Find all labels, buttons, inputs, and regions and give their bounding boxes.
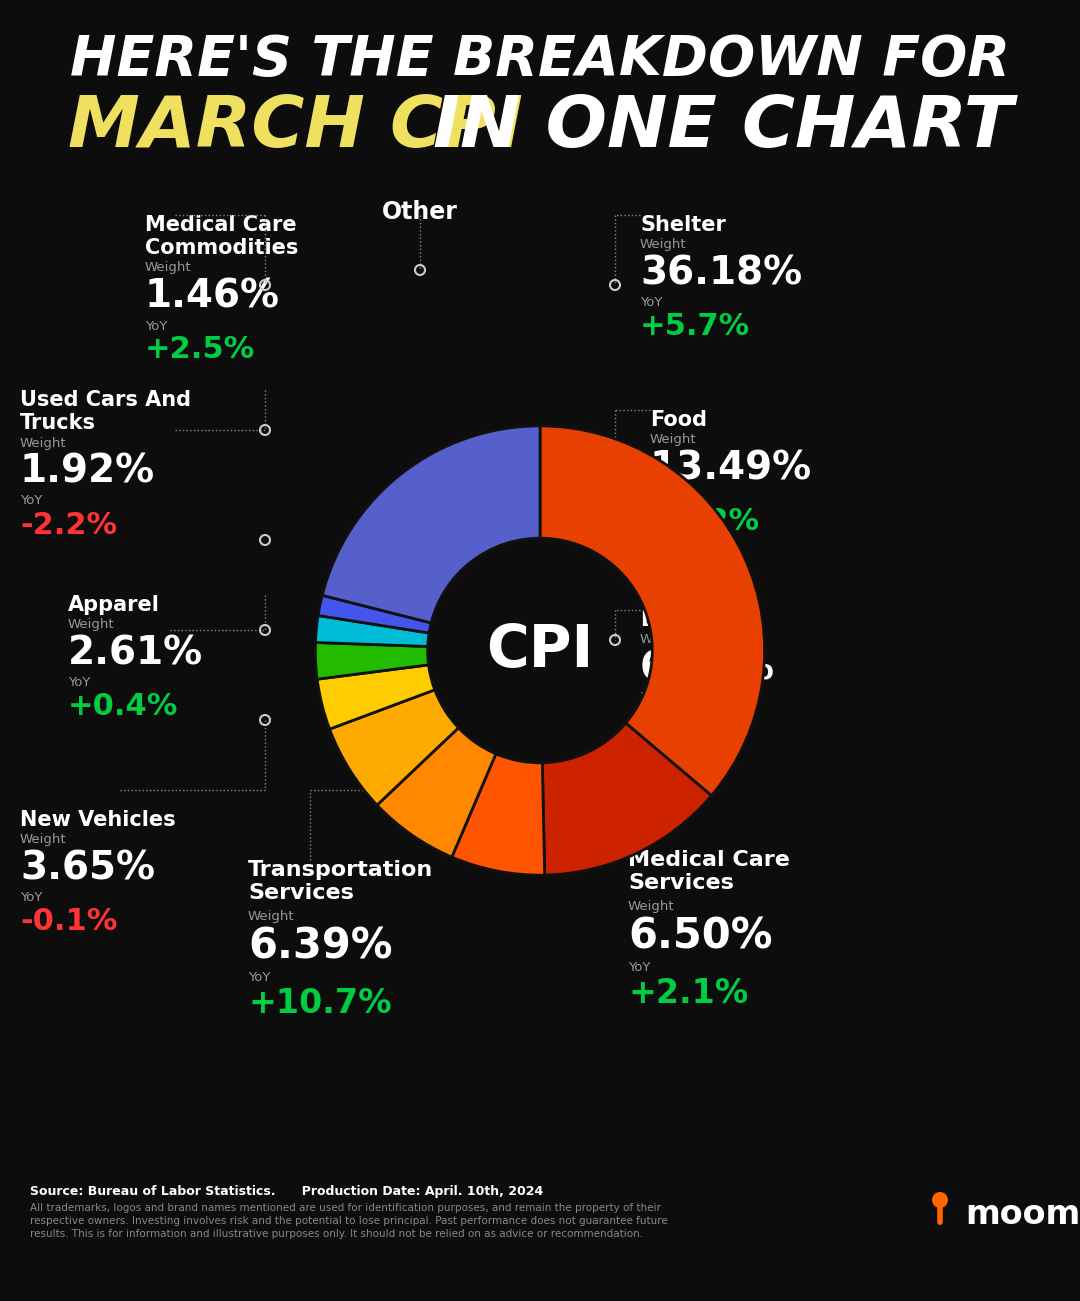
Text: Other: Other [382, 200, 458, 224]
Text: +2.2%: +2.2% [650, 507, 760, 536]
Text: Weight: Weight [21, 833, 67, 846]
Text: New Vehicles: New Vehicles [21, 811, 176, 830]
Text: YoY: YoY [627, 960, 650, 973]
Text: Weight: Weight [640, 634, 687, 647]
Text: 36.18%: 36.18% [640, 254, 802, 293]
Text: Weight: Weight [145, 262, 191, 275]
Text: 6.50%: 6.50% [627, 916, 772, 958]
Text: Weight: Weight [627, 899, 675, 912]
Text: 6.39%: 6.39% [248, 925, 392, 968]
Text: +2.1%: +2.1% [627, 977, 748, 1010]
Wedge shape [542, 723, 712, 876]
Text: Source: Bureau of Labor Statistics.      Production Date: April. 10th, 2024: Source: Bureau of Labor Statistics. Prod… [30, 1185, 543, 1198]
Text: YoY: YoY [21, 891, 42, 904]
Text: 1.46%: 1.46% [145, 277, 280, 316]
Text: Food: Food [650, 410, 707, 431]
Text: +2.1%: +2.1% [640, 708, 751, 736]
Text: 6.75%: 6.75% [640, 649, 775, 687]
Text: Used Cars And
Trucks: Used Cars And Trucks [21, 390, 191, 433]
Text: YoY: YoY [145, 320, 167, 333]
Text: -2.2%: -2.2% [21, 510, 117, 540]
Text: Medical Care
Services: Medical Care Services [627, 850, 789, 894]
Text: YoY: YoY [650, 492, 673, 505]
Text: +5.7%: +5.7% [640, 312, 751, 341]
Text: MARCH CPI: MARCH CPI [68, 94, 523, 163]
Text: +10.7%: +10.7% [248, 986, 391, 1020]
Text: Transportation
Services: Transportation Services [248, 860, 433, 903]
Text: Apparel: Apparel [68, 595, 160, 615]
Text: YoY: YoY [248, 971, 270, 984]
Text: moomoo: moomoo [966, 1198, 1080, 1232]
Text: +0.4%: +0.4% [68, 692, 178, 721]
Wedge shape [377, 727, 496, 857]
Text: YoY: YoY [68, 677, 91, 690]
Text: Energy: Energy [640, 610, 723, 630]
Text: 2.61%: 2.61% [68, 635, 203, 673]
Text: CPI: CPI [486, 622, 594, 679]
Text: Shelter: Shelter [640, 215, 726, 235]
Text: -0.1%: -0.1% [21, 907, 118, 937]
Text: IN ONE CHART: IN ONE CHART [407, 94, 1013, 163]
Text: YoY: YoY [640, 297, 662, 310]
Wedge shape [315, 643, 429, 679]
Text: All trademarks, logos and brand names mentioned are used for identification purp: All trademarks, logos and brand names me… [30, 1203, 667, 1240]
Text: Weight: Weight [640, 238, 687, 251]
Text: YoY: YoY [21, 494, 42, 507]
Text: YoY: YoY [640, 691, 662, 704]
Wedge shape [451, 753, 544, 876]
Text: Weight: Weight [21, 437, 67, 450]
Text: Weight: Weight [248, 909, 295, 922]
Text: 1.92%: 1.92% [21, 453, 156, 490]
Text: Weight: Weight [650, 433, 697, 446]
Circle shape [932, 1192, 948, 1209]
Text: HERE'S THE BREAKDOWN FOR: HERE'S THE BREAKDOWN FOR [70, 33, 1010, 87]
Text: 3.65%: 3.65% [21, 850, 156, 887]
Text: 13.49%: 13.49% [650, 449, 812, 488]
Wedge shape [322, 425, 540, 623]
Wedge shape [318, 665, 435, 729]
Text: Weight: Weight [68, 618, 114, 631]
Wedge shape [329, 690, 459, 805]
Text: +2.5%: +2.5% [145, 336, 255, 364]
Wedge shape [315, 615, 429, 647]
Wedge shape [319, 596, 431, 634]
Wedge shape [540, 425, 765, 796]
Text: Medical Care
Commodities: Medical Care Commodities [145, 215, 298, 258]
